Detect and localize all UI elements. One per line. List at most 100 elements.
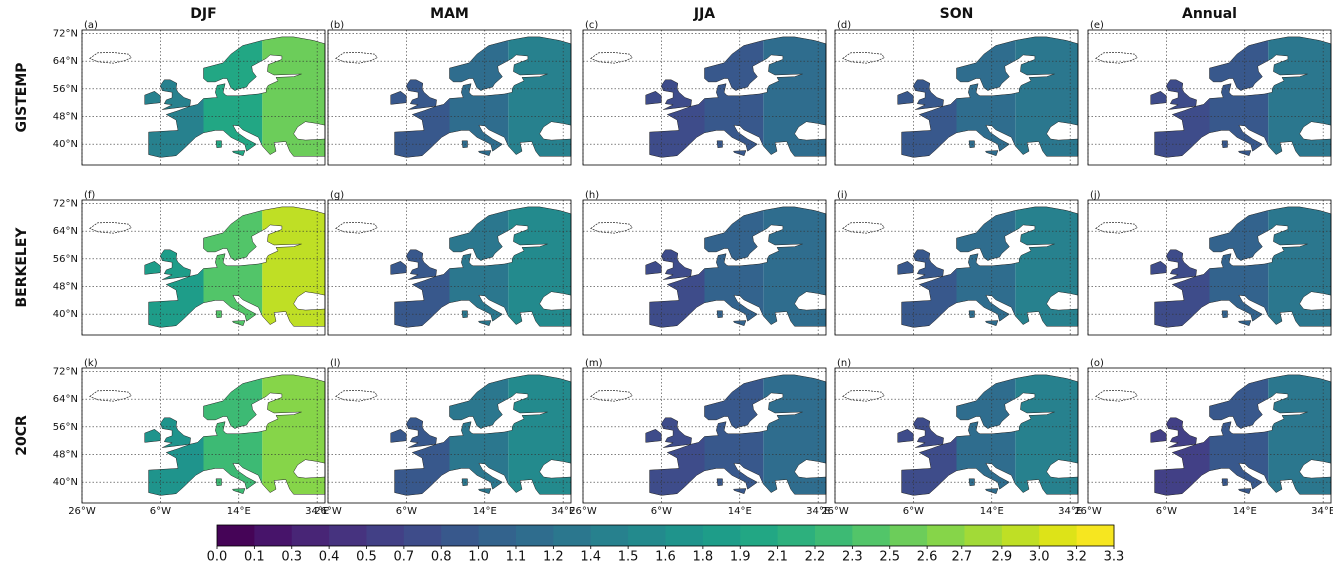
field-region (1015, 368, 1078, 503)
map-panel: (f)72°N64°N56°N48°N40°N (53, 190, 325, 335)
row-label: BERKELEY (14, 227, 30, 308)
x-tick-label: 26°W (1074, 506, 1102, 517)
column-title: JJA (693, 6, 715, 22)
colorbar-tick-label: 0.3 (281, 550, 302, 565)
x-tick-label: 6°W (903, 506, 924, 517)
y-tick-label: 64°N (53, 56, 78, 67)
colorbar-bin (628, 525, 666, 546)
colorbar-bin (553, 525, 591, 546)
x-tick-label: 26°W (569, 506, 597, 517)
map-panel: (j) (1088, 190, 1331, 335)
field-region (204, 200, 263, 335)
field-region (763, 368, 826, 503)
iceland (591, 53, 632, 64)
map-panel: (d) (835, 20, 1078, 165)
field-region (450, 200, 509, 335)
colorbar-bin (778, 525, 816, 546)
field (1088, 30, 1331, 165)
map-panel: (n)26°W6°W14°E34°E (821, 358, 1082, 517)
column-title: Annual (1182, 6, 1237, 22)
y-tick-label: 40°N (53, 309, 78, 320)
iceland (90, 391, 131, 402)
panel-label: (i) (837, 190, 848, 201)
colorbar-bin (815, 525, 853, 546)
iceland (843, 391, 884, 402)
field-region (204, 368, 263, 503)
map-panel: (h) (583, 190, 826, 335)
colorbar-bin (591, 525, 629, 546)
panel-label: (c) (585, 20, 598, 31)
field-region (1015, 200, 1078, 335)
iceland (843, 223, 884, 234)
field-region (1088, 200, 1210, 335)
colorbar-bin (1039, 525, 1077, 546)
panel-label: (d) (837, 20, 851, 31)
colorbar-tick-label: 2.2 (805, 550, 826, 565)
x-tick-label: 6°W (651, 506, 672, 517)
iceland (591, 223, 632, 234)
panel-label: (g) (330, 190, 344, 201)
x-tick-label: 6°W (150, 506, 171, 517)
field-region (835, 368, 957, 503)
panel-label: (j) (1090, 190, 1101, 201)
field-region (1210, 30, 1269, 165)
colorbar-tick-label: 2.7 (951, 550, 972, 565)
map-panel: (e) (1088, 20, 1331, 165)
field-region (835, 30, 957, 165)
colorbar-tick-label: 0.4 (319, 550, 340, 565)
y-tick-label: 64°N (53, 394, 78, 405)
colorbar-tick-label: 2.1 (767, 550, 788, 565)
field-region (705, 200, 764, 335)
colorbar-tick-label: 2.3 (842, 550, 863, 565)
field-region (1088, 368, 1210, 503)
colorbar-bin (1077, 525, 1115, 546)
x-tick-label: 14°E (728, 506, 752, 517)
field (835, 30, 1078, 165)
iceland (843, 53, 884, 64)
colorbar-tick-label: 0.0 (207, 550, 228, 565)
panel-label: (b) (330, 20, 344, 31)
field-region (508, 368, 571, 503)
field (583, 200, 826, 335)
colorbar-bin (890, 525, 928, 546)
field-region (1268, 200, 1331, 335)
panel-label: (n) (837, 358, 851, 369)
colorbar-tick-label: 3.2 (1066, 550, 1087, 565)
field (328, 368, 571, 503)
x-tick-label: 34°E (1311, 506, 1333, 517)
colorbar-tick-label: 1.8 (693, 550, 714, 565)
colorbar-tick-label: 2.5 (879, 550, 900, 565)
y-tick-label: 48°N (53, 450, 78, 461)
y-tick-label: 56°N (53, 84, 78, 95)
colorbar-tick-label: 1.2 (543, 550, 564, 565)
colorbar-tick-label: 1.0 (468, 550, 489, 565)
field-region (450, 30, 509, 165)
x-tick-label: 26°W (314, 506, 342, 517)
panel-label: (h) (585, 190, 599, 201)
colorbar-bin (666, 525, 704, 546)
field-region (508, 30, 571, 165)
column-title: DJF (190, 6, 216, 22)
field-region (957, 368, 1016, 503)
colorbar-bin (329, 525, 367, 546)
y-tick-label: 64°N (53, 226, 78, 237)
column-title: MAM (430, 6, 469, 22)
map-panel: (a)72°N64°N56°N48°N40°N (53, 20, 325, 165)
field-region (763, 200, 826, 335)
field (1088, 368, 1331, 503)
panel-label: (f) (84, 190, 95, 201)
row-label: 20CR (14, 415, 30, 456)
field-region (328, 368, 450, 503)
colorbar-bin (404, 525, 442, 546)
colorbar-tick-label: 0.5 (356, 550, 377, 565)
iceland (336, 391, 377, 402)
iceland (336, 223, 377, 234)
map-panel: (i) (835, 190, 1078, 335)
field-region (583, 30, 705, 165)
colorbar-tick-label: 1.6 (655, 550, 676, 565)
field-region (450, 368, 509, 503)
map-panel: (g) (328, 190, 571, 335)
field-region (1268, 30, 1331, 165)
